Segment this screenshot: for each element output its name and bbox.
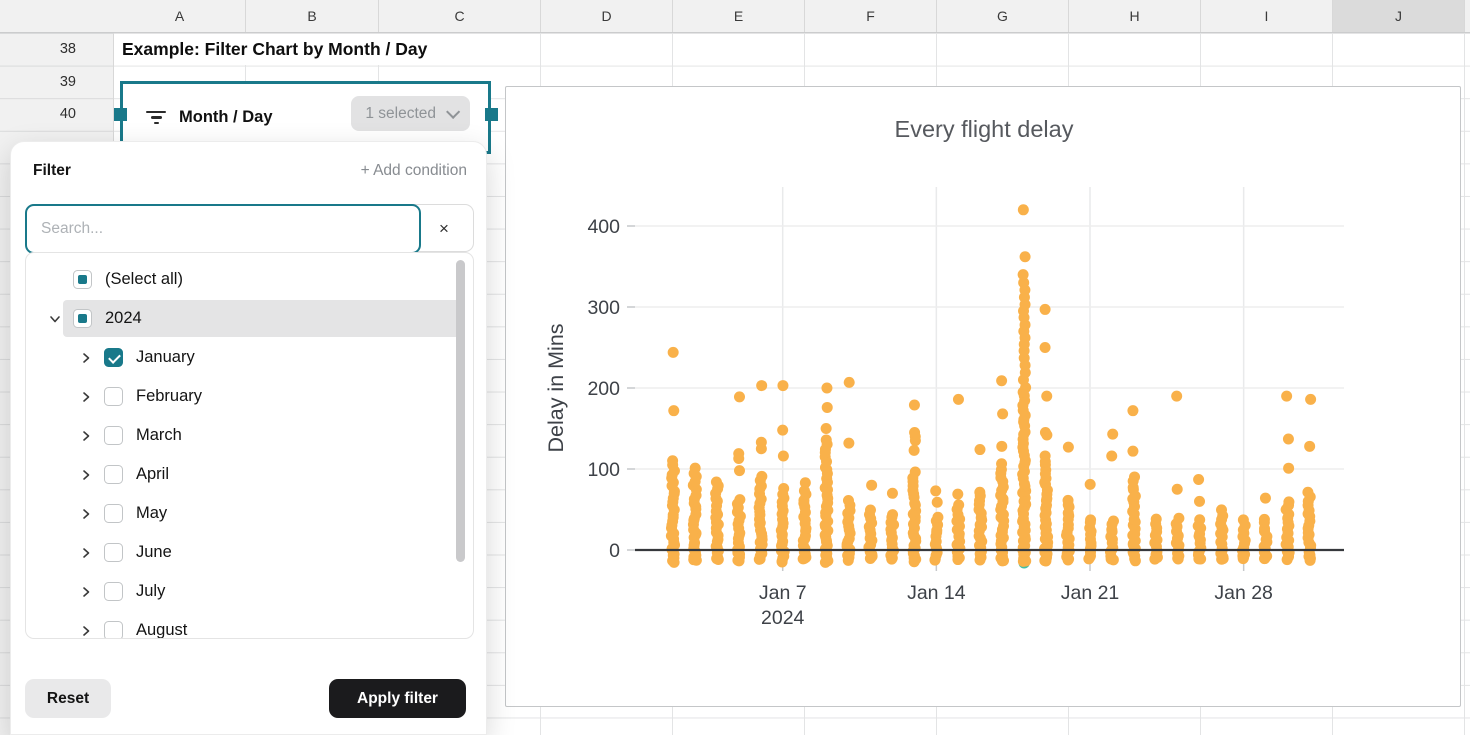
tree-item-label: February bbox=[136, 387, 203, 405]
chevron-right-icon[interactable] bbox=[79, 390, 93, 404]
chevron-right-icon[interactable] bbox=[79, 468, 93, 482]
svg-text:100: 100 bbox=[587, 459, 620, 481]
apply-filter-button[interactable]: Apply filter bbox=[329, 679, 466, 718]
tree-item-label: April bbox=[136, 465, 170, 483]
selection-handle-left[interactable] bbox=[113, 108, 127, 121]
filter-popup-header: Filter + Add condition bbox=[33, 162, 467, 180]
chevron-right-icon[interactable] bbox=[79, 351, 93, 365]
tree-item-label: March bbox=[136, 426, 182, 444]
tree-item-label: July bbox=[136, 582, 166, 600]
filter-lines-icon bbox=[145, 110, 167, 126]
chevron-right-icon[interactable] bbox=[79, 585, 93, 599]
chevron-placeholder bbox=[48, 273, 62, 287]
svg-text:Every flight delay: Every flight delay bbox=[895, 116, 1074, 142]
tree-item-label: August bbox=[136, 621, 188, 639]
column-header-e[interactable]: E bbox=[673, 0, 805, 32]
tree-item-label: May bbox=[136, 504, 168, 522]
checkbox-unchecked[interactable] bbox=[104, 582, 123, 601]
chevron-down-icon bbox=[446, 104, 461, 119]
column-header-d[interactable]: D bbox=[541, 0, 673, 32]
clear-search-button[interactable]: × bbox=[439, 219, 449, 238]
filter-widget-label: Month / Day bbox=[179, 108, 273, 126]
column-header-h[interactable]: H bbox=[1069, 0, 1201, 32]
tree-item--select-all-[interactable]: (Select all) bbox=[26, 260, 473, 299]
chevron-down-icon[interactable] bbox=[48, 312, 62, 326]
column-header-f[interactable]: F bbox=[805, 0, 937, 32]
column-header-g[interactable]: G bbox=[937, 0, 1069, 32]
row-header-40[interactable]: 40 bbox=[59, 106, 76, 123]
chevron-right-icon[interactable] bbox=[79, 507, 93, 521]
checkbox-unchecked[interactable] bbox=[104, 387, 123, 406]
grid-column-line bbox=[1464, 0, 1465, 735]
column-header-j[interactable]: J bbox=[1333, 0, 1465, 32]
filter-tree-box: (Select all) 2024 January February March Apri… bbox=[25, 252, 474, 639]
tree-item-label: 2024 bbox=[105, 309, 142, 327]
filter-tree: (Select all) 2024 January February March Apri… bbox=[26, 260, 473, 639]
checkbox-unchecked[interactable] bbox=[104, 621, 123, 638]
svg-text:300: 300 bbox=[587, 297, 620, 319]
tree-item-january[interactable]: January bbox=[26, 338, 473, 377]
column-header-i[interactable]: I bbox=[1201, 0, 1333, 32]
row-header-38[interactable]: 38 bbox=[59, 41, 76, 58]
chart-labels: Every flight delay 0 100 200 300 400 Jan 7 2024… bbox=[544, 116, 1273, 629]
reset-button[interactable]: Reset bbox=[25, 679, 111, 718]
svg-text:Jan 21: Jan 21 bbox=[1061, 582, 1120, 604]
checkbox-unchecked[interactable] bbox=[104, 504, 123, 523]
chevron-right-icon[interactable] bbox=[79, 624, 93, 638]
filter-widget-row: Month / Day 1 selected bbox=[123, 84, 488, 151]
chart-points bbox=[665, 204, 1317, 568]
svg-text:0: 0 bbox=[609, 540, 620, 562]
column-header-b[interactable]: B bbox=[246, 0, 379, 32]
filter-popup-footer: Reset Apply filter bbox=[25, 679, 476, 718]
selection-handle-right[interactable] bbox=[484, 108, 498, 121]
svg-text:400: 400 bbox=[587, 216, 620, 238]
tree-item-february[interactable]: February bbox=[26, 377, 473, 416]
svg-text:200: 200 bbox=[587, 378, 620, 400]
filter-popup: Filter + Add condition × (Select all) 202… bbox=[10, 141, 487, 735]
chevron-right-icon[interactable] bbox=[79, 546, 93, 560]
checkbox-indeterminate[interactable] bbox=[73, 309, 92, 328]
checkbox-unchecked[interactable] bbox=[104, 543, 123, 562]
tree-item-2024[interactable]: 2024 bbox=[26, 299, 473, 338]
column-header-c[interactable]: C bbox=[379, 0, 541, 32]
flight-delay-scatter-chart: Every flight delay 0 100 200 300 400 Jan 7 2024… bbox=[544, 116, 1344, 629]
tree-item-label: (Select all) bbox=[105, 270, 183, 288]
checkbox-unchecked[interactable] bbox=[104, 426, 123, 445]
add-condition-button[interactable]: + Add condition bbox=[360, 162, 467, 179]
tree-item-august[interactable]: August bbox=[26, 611, 473, 639]
tree-item-april[interactable]: April bbox=[26, 455, 473, 494]
tree-item-march[interactable]: March bbox=[26, 416, 473, 455]
checkbox-indeterminate[interactable] bbox=[73, 270, 92, 289]
selected-count-label: 1 selected bbox=[365, 104, 436, 122]
y-axis-label: Delay in Mins bbox=[544, 323, 568, 452]
search-bar: × bbox=[25, 204, 474, 254]
svg-text:2024: 2024 bbox=[761, 607, 805, 629]
filter-popup-title: Filter bbox=[33, 162, 71, 179]
tree-item-july[interactable]: July bbox=[26, 572, 473, 611]
search-input[interactable] bbox=[25, 204, 421, 254]
title-cell[interactable]: Example: Filter Chart by Month / Day bbox=[115, 34, 539, 65]
chevron-right-icon[interactable] bbox=[79, 429, 93, 443]
tree-item-label: June bbox=[136, 543, 172, 561]
flight-delay-chart-card[interactable]: Every flight delay 0 100 200 300 400 Jan 7 2024… bbox=[505, 86, 1461, 707]
tree-item-june[interactable]: June bbox=[26, 533, 473, 572]
svg-text:Jan 28: Jan 28 bbox=[1214, 582, 1273, 604]
tree-scrollbar-thumb[interactable] bbox=[456, 260, 465, 562]
column-header-a[interactable]: A bbox=[114, 0, 246, 32]
svg-text:Jan 7: Jan 7 bbox=[759, 582, 807, 604]
checkbox-unchecked[interactable] bbox=[104, 465, 123, 484]
svg-text:Jan 14: Jan 14 bbox=[907, 582, 966, 604]
selected-count-dropdown[interactable]: 1 selected bbox=[351, 96, 470, 131]
row-header-39[interactable]: 39 bbox=[59, 73, 76, 90]
tree-item-may[interactable]: May bbox=[26, 494, 473, 533]
tree-item-label: January bbox=[136, 348, 195, 366]
checkbox-checked[interactable] bbox=[104, 348, 123, 367]
tree-row-highlight bbox=[63, 300, 465, 337]
